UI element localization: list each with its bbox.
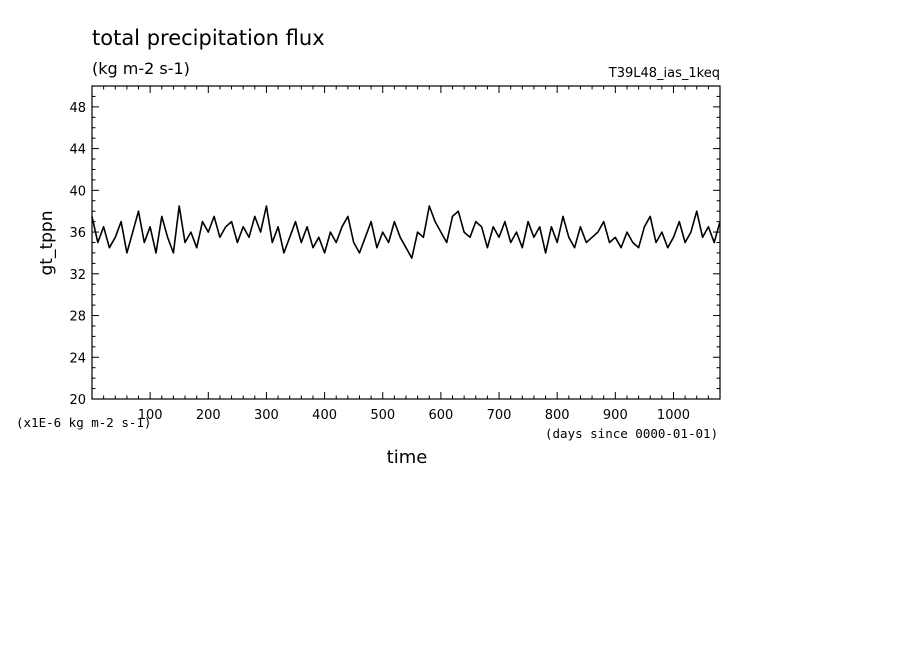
plot-frame: [91, 85, 721, 400]
y-tick-labels: 20 24 28 32 36 40 44 48: [69, 101, 86, 408]
y-tick-label: 28: [69, 310, 86, 325]
data-series: [91, 205, 721, 259]
y-tick-label: 44: [69, 143, 86, 158]
x-tick-label: 900: [603, 408, 628, 423]
y-tick-label: 40: [69, 184, 86, 199]
x-unit-note: (days since 0000-01-01): [545, 426, 718, 441]
x-tick-label: 1000: [657, 408, 690, 423]
series-line: [91, 205, 721, 259]
y-tick-label: 32: [69, 268, 86, 283]
y-tick-label: 24: [69, 351, 86, 366]
y-axis-label: gt_tppn: [37, 211, 57, 276]
chart-subtitle-units: (kg m-2 s-1): [92, 59, 190, 78]
run-label: T39L48_ias_1keq: [608, 66, 720, 81]
y-unit-note: (x1E-6 kg m-2 s-1): [16, 415, 151, 430]
axis-ticks: [92, 86, 720, 400]
x-axis-label: time: [387, 447, 428, 468]
chart-title: total precipitation flux: [92, 26, 325, 50]
y-tick-label: 48: [69, 101, 86, 116]
x-tick-label: 200: [196, 408, 221, 423]
x-tick-labels: 100 200 300 400 500 600 700 800 900 1000: [138, 408, 690, 423]
x-tick-label: 800: [545, 408, 570, 423]
x-tick-label: 600: [428, 408, 453, 423]
y-tick-label: 20: [69, 393, 86, 408]
x-tick-label: 700: [487, 408, 512, 423]
x-tick-label: 300: [254, 408, 279, 423]
x-tick-label: 500: [370, 408, 395, 423]
x-tick-label: 400: [312, 408, 337, 423]
x-tick-label: 100: [138, 408, 163, 423]
y-tick-label: 36: [69, 226, 86, 241]
